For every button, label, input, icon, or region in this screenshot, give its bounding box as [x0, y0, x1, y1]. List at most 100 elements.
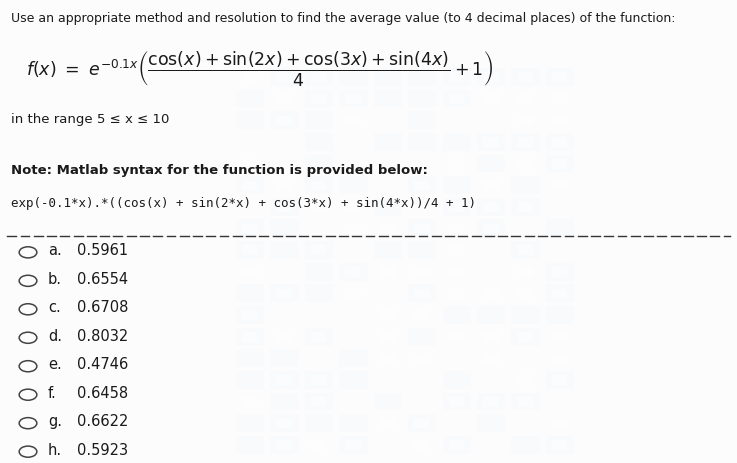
Bar	[345, 224, 360, 233]
Bar	[511, 436, 539, 454]
Bar	[270, 349, 298, 367]
Bar	[374, 90, 402, 107]
Bar	[236, 414, 264, 432]
Bar	[270, 436, 298, 454]
Bar	[483, 354, 498, 363]
Bar	[236, 349, 264, 367]
Text: Use an appropriate method and resolution to find the average value (to 4 decimal: Use an appropriate method and resolution…	[11, 12, 676, 25]
Bar	[408, 68, 436, 86]
Bar	[270, 284, 298, 302]
Bar	[270, 111, 298, 129]
Bar	[339, 263, 368, 281]
Bar	[546, 219, 574, 237]
Bar	[276, 440, 292, 450]
Bar	[483, 72, 498, 82]
Bar	[449, 397, 464, 407]
Bar	[305, 263, 333, 281]
Bar	[276, 116, 292, 125]
Bar	[270, 68, 298, 86]
Bar	[517, 159, 533, 169]
Bar	[442, 133, 471, 151]
Bar	[345, 440, 360, 450]
Bar	[449, 267, 464, 277]
Text: 0.6458: 0.6458	[77, 386, 128, 401]
Bar	[511, 241, 539, 259]
Bar	[483, 332, 498, 342]
Bar	[517, 72, 533, 82]
Text: f.: f.	[48, 386, 57, 401]
Bar	[414, 354, 430, 363]
Text: e.: e.	[48, 357, 62, 372]
Bar	[477, 198, 506, 216]
Bar	[449, 202, 464, 212]
Bar	[270, 198, 298, 216]
Bar	[374, 133, 402, 151]
Text: $f(x) \ = \ e^{-0.1x} \left( \dfrac{\cos(x) + \sin(2x) + \cos(3x) + \sin(4x)}{4}: $f(x) \ = \ e^{-0.1x} \left( \dfrac{\cos…	[26, 49, 493, 88]
Bar	[552, 267, 567, 277]
Bar	[339, 436, 368, 454]
Bar	[552, 440, 567, 450]
Bar	[242, 159, 257, 169]
Bar	[546, 263, 574, 281]
Bar	[552, 116, 567, 125]
Bar	[242, 267, 257, 277]
Bar	[236, 241, 264, 259]
Bar	[546, 284, 574, 302]
Bar	[236, 176, 264, 194]
Bar	[552, 419, 567, 428]
Bar	[345, 267, 360, 277]
Bar	[339, 414, 368, 432]
Bar	[477, 68, 506, 86]
Bar	[449, 72, 464, 82]
Bar	[442, 436, 471, 454]
Bar	[311, 72, 326, 82]
Text: 0.6622: 0.6622	[77, 414, 129, 429]
Bar	[414, 224, 430, 233]
Bar	[511, 306, 539, 324]
Bar	[311, 375, 326, 385]
Bar	[339, 68, 368, 86]
Text: 0.6554: 0.6554	[77, 272, 128, 287]
Bar	[408, 241, 436, 259]
Text: exp(-0.1*x).*((cos(x) + sin(2*x) + cos(3*x) + sin(4*x))/4 + 1): exp(-0.1*x).*((cos(x) + sin(2*x) + cos(3…	[11, 197, 476, 210]
Bar	[236, 284, 264, 302]
Bar	[442, 198, 471, 216]
Bar	[236, 436, 264, 454]
Bar	[305, 371, 333, 389]
Bar	[380, 267, 395, 277]
Bar	[276, 72, 292, 82]
Bar	[305, 176, 333, 194]
Bar	[305, 241, 333, 259]
Bar	[305, 393, 333, 410]
Bar	[546, 436, 574, 454]
Bar	[242, 72, 257, 82]
Bar	[374, 241, 402, 259]
Bar	[380, 310, 395, 320]
Bar	[270, 241, 298, 259]
Bar	[552, 159, 567, 169]
Bar	[511, 68, 539, 86]
Bar	[305, 414, 333, 432]
Bar	[242, 224, 257, 233]
Bar	[477, 393, 506, 410]
Bar	[270, 219, 298, 237]
Bar	[408, 90, 436, 107]
Bar	[339, 371, 368, 389]
Bar	[276, 375, 292, 385]
Bar	[414, 419, 430, 428]
Bar	[311, 181, 326, 190]
Text: d.: d.	[48, 329, 62, 344]
Bar	[408, 176, 436, 194]
Text: 0.5923: 0.5923	[77, 443, 128, 458]
Bar	[408, 284, 436, 302]
Bar	[345, 94, 360, 104]
Bar	[483, 181, 498, 190]
Bar	[339, 90, 368, 107]
Bar	[339, 349, 368, 367]
Bar	[477, 306, 506, 324]
Bar	[552, 94, 567, 104]
Bar	[546, 306, 574, 324]
Bar	[517, 245, 533, 255]
Bar	[517, 116, 533, 125]
Bar	[311, 332, 326, 342]
